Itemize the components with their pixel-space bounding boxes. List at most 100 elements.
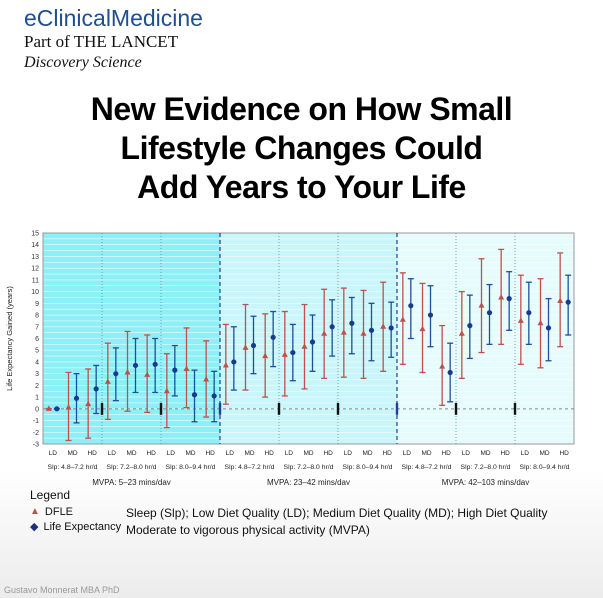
x-tick-label: LD [521,450,530,457]
x-tick-label: LD [167,450,176,457]
group-marker [218,402,222,415]
legend-label: Life Expectancy [43,520,122,533]
sleep-group-label: Slp: 4.8–7.2 hr/d [48,464,98,471]
legend: Legend ▲ DFLE ◆ Life Expectancy [30,488,121,534]
y-tick-label: 8 [35,313,39,320]
group-marker [513,402,517,415]
life-expectancy-point [152,361,158,367]
x-tick-label: HD [323,450,333,457]
x-tick-label: HD [87,450,97,457]
life-expectancy-point [467,323,473,329]
dfle-point [458,330,465,336]
headline-line: New Evidence on How Small [90,91,513,127]
life-expectancy-point [250,342,257,349]
dfle-point [439,363,446,369]
x-tick-label: HD [500,450,510,457]
life-expectancy-point [408,303,414,309]
group-marker [395,402,399,415]
x-tick-label: MD [185,450,195,457]
life-expectancy-point [486,310,493,316]
life-expectancy-point [54,406,60,412]
dfle-point [144,371,151,377]
x-tick-label: HD [146,450,156,457]
group-marker [159,402,163,415]
legend-item-life-expectancy: ◆ Life Expectancy [30,519,121,534]
group-marker [100,402,104,415]
dfle-point [203,376,210,382]
sleep-group-label: Slp: 8.0–9.4 hr/d [520,464,570,471]
x-tick-label: HD [264,450,274,457]
x-tick-label: LD [344,450,353,457]
dfle-point [557,297,564,303]
x-tick-label: MD [303,450,313,457]
y-tick-label: 10 [31,289,39,296]
life-expectancy-point [73,395,80,401]
y-tick-label: 13 [31,254,39,261]
x-tick-label: HD [441,450,451,457]
dfle-point [45,405,52,411]
dfle-point [498,293,505,300]
x-tick-label: LD [108,450,117,457]
life-expectancy-point [231,359,237,365]
y-tick-label: -1 [33,418,39,425]
life-expectancy-point [349,320,355,326]
x-tick-label: LD [49,450,58,457]
y-tick-label: 3 [35,371,39,378]
diamond-icon: ◆ [30,521,39,533]
x-tick-label: LD [403,450,412,457]
x-tick-label: HD [382,450,392,457]
dfle-point [301,343,308,349]
y-tick-label: 12 [31,266,39,273]
life-expectancy-point [388,325,394,331]
author-credit: Gustavo Monnerat MBA PhD [4,585,120,595]
dfle-point [537,319,544,326]
legend-label: DFLE [44,505,74,518]
x-tick-label: HD [205,450,215,457]
y-tick-label: 14 [31,242,39,249]
y-tick-label: 0 [35,406,39,413]
x-tick-label: MD [244,450,254,457]
dfle-point [399,316,406,322]
life-expectancy-point [526,310,532,316]
y-tick-label: 9 [35,301,39,308]
life-expectancy-point [309,339,316,345]
dfle-point [85,400,92,407]
x-tick-label: MD [480,450,490,457]
y-tick-label: 2 [35,383,39,390]
mvpa-group-label: MVPA: 23–42 mins/day [267,478,350,485]
dfle-point [281,351,288,357]
dfle-point [478,302,485,308]
sleep-group-label: Slp: 8.0–9.4 hr/d [343,464,393,471]
dfle-point [360,330,367,336]
dfle-point [340,329,347,335]
x-tick-label: MD [421,450,431,457]
life-expectancy-point [93,386,99,392]
mvpa-group-label: MVPA: 5–23 mins/day [92,478,171,485]
x-tick-label: LD [285,450,294,457]
sleep-group-label: Slp: 7.2–8.0 hr/d [284,464,334,471]
journal-logo: eClinicalMedicine Part of THE LANCET Dis… [24,4,203,74]
life-expectancy-point [447,369,453,376]
group-marker [336,402,340,415]
life-expectancy-point [172,367,178,373]
x-tick-label: LD [226,450,235,457]
y-tick-label: 4 [35,359,39,366]
headline-line: Lifestyle Changes Could [120,130,483,166]
dfle-point [124,368,131,375]
dfle-point [65,404,72,410]
y-tick-label: 6 [35,336,39,343]
life-expectancy-point [329,324,335,330]
x-tick-label: HD [559,450,569,457]
dfle-point [222,361,229,368]
journal-affiliation: Part of THE LANCET [24,32,179,51]
dfle-point [419,325,426,332]
y-tick-label: 5 [35,348,39,355]
life-expectancy-point [290,349,296,356]
life-expectancy-point [191,392,198,398]
sleep-group-label: Slp: 4.8–7.2 hr/d [225,464,275,471]
y-tick-label: -2 [33,430,39,437]
plot-frame [42,232,575,445]
life-expectancy-point [270,334,276,340]
legend-item-dfle: ▲ DFLE [30,504,121,519]
